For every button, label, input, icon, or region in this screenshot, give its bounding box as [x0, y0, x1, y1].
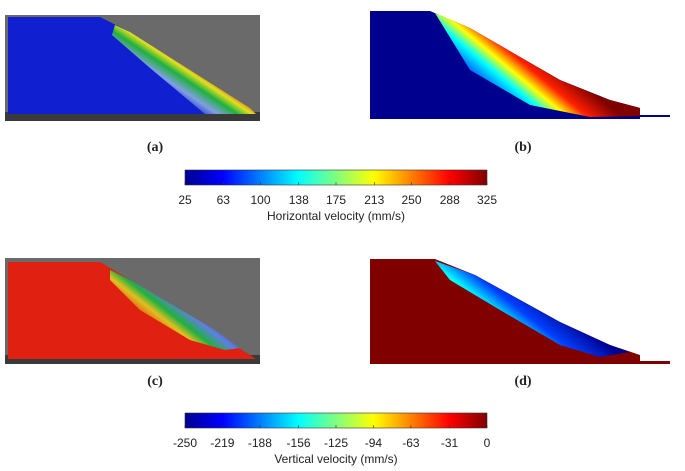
tick-label: -31: [441, 436, 459, 450]
tick-label: -125: [324, 436, 348, 450]
tick-label: -219: [210, 436, 234, 450]
tick-label: 0: [484, 436, 491, 450]
panel-label: (a): [147, 140, 164, 155]
panel-label: (b): [514, 140, 531, 155]
tick-label: 325: [477, 193, 497, 207]
panel-a-image: [5, 15, 260, 121]
tick-label: 100: [250, 193, 270, 207]
panel-label: (d): [514, 374, 531, 389]
panel-label: (c): [147, 374, 163, 389]
colorbar-label: Horizontal velocity (mm/s): [267, 209, 405, 223]
tick-label: 175: [326, 193, 346, 207]
tick-label: 138: [289, 193, 309, 207]
tick-label: 250: [401, 193, 421, 207]
tick-label: 213: [364, 193, 384, 207]
tick-label: -188: [248, 436, 272, 450]
tick-label: -94: [365, 436, 383, 450]
panel-d-image: [370, 259, 670, 364]
tick-label: -63: [402, 436, 420, 450]
colorbar-label: Vertical velocity (mm/s): [274, 452, 397, 466]
panel-c-image: [5, 258, 260, 364]
tick-label: -156: [287, 436, 311, 450]
tick-label: 63: [217, 193, 231, 207]
tick-label: 25: [178, 193, 192, 207]
tick-label: 288: [440, 193, 460, 207]
tick-label: -250: [173, 436, 197, 450]
panel-b-image: [370, 11, 670, 119]
